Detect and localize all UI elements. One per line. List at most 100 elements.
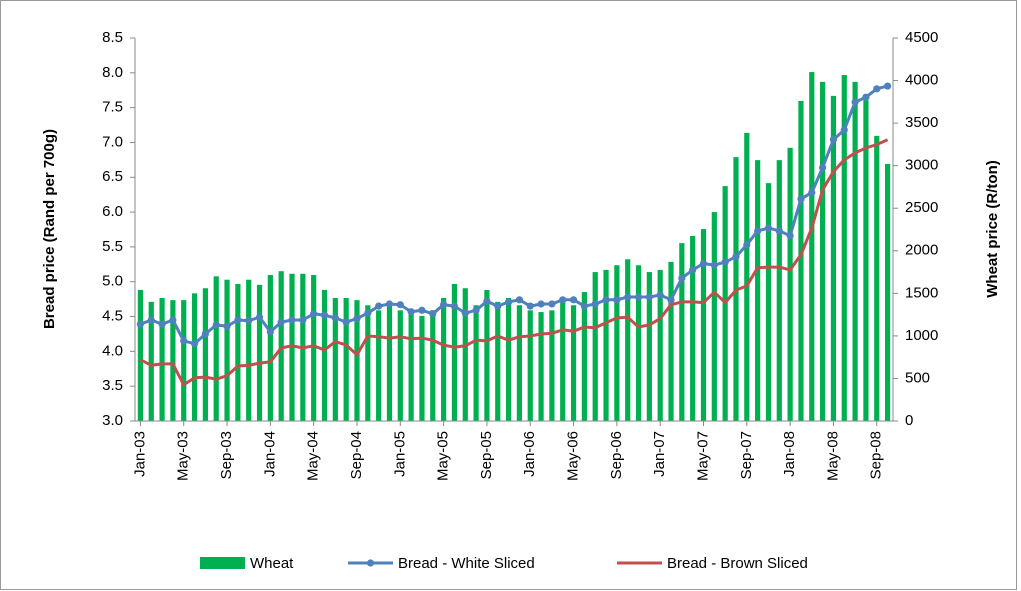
marker (440, 301, 448, 309)
y-tick-label: 8.0 (102, 64, 123, 81)
bar (841, 75, 847, 422)
bar (798, 100, 804, 421)
marker (212, 321, 220, 329)
bar (820, 81, 826, 422)
bar (137, 289, 144, 421)
bar (408, 312, 414, 421)
marker (364, 309, 372, 317)
bar (581, 292, 587, 421)
y2-tick-label: 500 (905, 369, 930, 386)
marker (819, 163, 827, 172)
marker (158, 320, 166, 328)
x-tick-label: May-03 (175, 431, 192, 481)
y2-tick-label: 0 (905, 412, 913, 429)
line (139, 138, 889, 387)
legend-marker (366, 559, 375, 567)
marker (310, 310, 318, 318)
bar (170, 300, 176, 421)
line (139, 84, 888, 346)
bar (148, 301, 154, 421)
bar (505, 298, 512, 421)
marker (515, 296, 524, 304)
bar (213, 276, 219, 421)
marker (201, 330, 209, 338)
y-tick-label: 4.5 (102, 308, 123, 325)
y2-tick-label: 1500 (905, 284, 938, 301)
bar (462, 288, 468, 421)
bar (278, 271, 284, 421)
marker (645, 293, 653, 301)
legend-swatch (200, 557, 245, 569)
marker (602, 296, 610, 304)
y-tick-label: 6.0 (102, 203, 123, 220)
y-tick-label: 7.5 (102, 99, 123, 116)
marker (331, 314, 339, 322)
bar (386, 303, 393, 421)
marker (678, 274, 686, 282)
marker (797, 195, 805, 203)
legend-label: Bread - White Sliced (398, 555, 535, 572)
x-tick-label: Jan-05 (391, 431, 408, 477)
y-tick-label: 6.5 (102, 168, 123, 185)
y-tick-label: 5.0 (102, 273, 123, 290)
x-tick-label: Jan-04 (261, 431, 278, 477)
bar (430, 310, 436, 421)
marker (472, 306, 480, 314)
bar (246, 279, 252, 421)
bar (700, 229, 707, 421)
y-tick-label: 7.0 (102, 133, 123, 150)
bar (332, 298, 338, 421)
marker (526, 302, 534, 310)
x-tick-label: May-05 (435, 431, 452, 481)
legend-label: Wheat (250, 555, 294, 572)
y2-tick-label: 4500 (905, 29, 938, 46)
x-tick-label: Sep-07 (738, 431, 755, 479)
marker (266, 328, 274, 336)
marker (504, 298, 513, 306)
bar (776, 160, 782, 421)
x-tick-label: Sep-06 (608, 431, 625, 479)
bar (311, 275, 317, 421)
marker (385, 300, 394, 308)
bar (635, 265, 642, 421)
bar (592, 272, 598, 421)
marker (743, 241, 751, 249)
bar (538, 312, 544, 421)
bar (668, 261, 674, 421)
marker (320, 311, 329, 319)
marker (775, 227, 783, 235)
marker (136, 320, 145, 328)
bar (451, 283, 458, 421)
marker (461, 309, 469, 317)
x-tick-label: Jan-07 (651, 431, 668, 477)
marker (396, 301, 404, 309)
y2-tick-label: 2000 (905, 242, 938, 259)
bar (289, 273, 295, 421)
marker (710, 261, 718, 269)
marker (407, 308, 415, 316)
bar (657, 269, 663, 421)
marker (429, 310, 437, 318)
marker (656, 291, 664, 299)
bar (516, 305, 523, 421)
y2-axis-title: Wheat price (R/ton) (984, 160, 1001, 298)
bar (874, 135, 880, 421)
marker (667, 296, 675, 304)
bar (202, 288, 208, 421)
marker (873, 85, 881, 93)
bar (549, 310, 555, 421)
marker (851, 98, 859, 106)
marker (483, 297, 491, 305)
y2-tick-label: 3500 (905, 114, 938, 131)
marker (180, 337, 188, 345)
bar (376, 310, 382, 421)
bar (809, 72, 815, 422)
marker (754, 227, 762, 235)
bar (625, 259, 631, 421)
y-tick-label: 3.0 (102, 412, 123, 429)
marker (190, 340, 199, 348)
bar (690, 235, 696, 421)
marker (245, 317, 253, 325)
